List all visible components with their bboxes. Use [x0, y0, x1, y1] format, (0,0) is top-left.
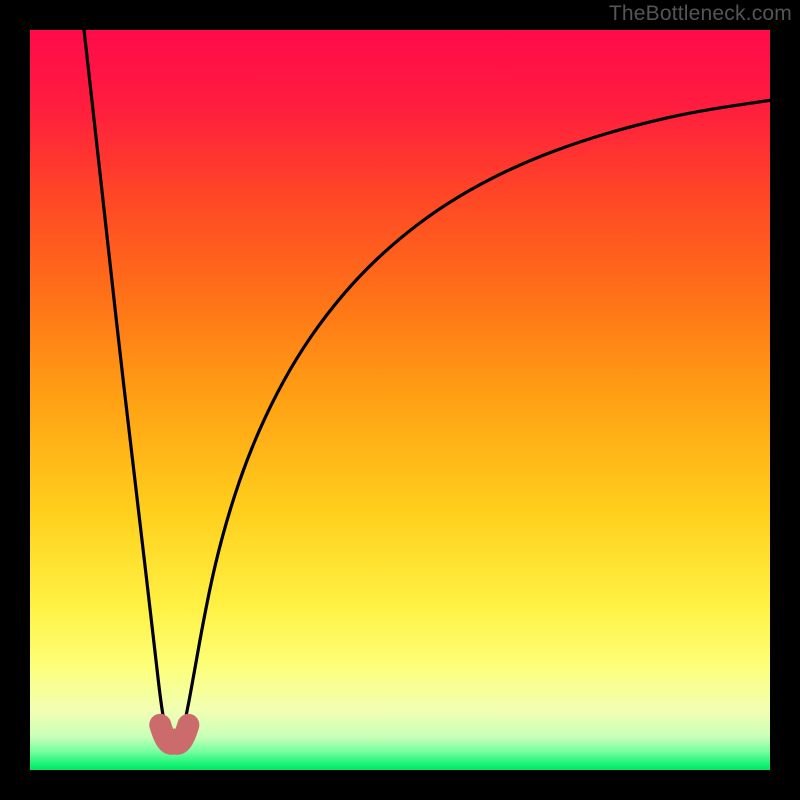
chart-container: TheBottleneck.com — [0, 0, 800, 800]
gradient-background — [30, 30, 770, 770]
plot-svg — [0, 0, 800, 800]
watermark-text: TheBottleneck.com — [609, 2, 792, 26]
